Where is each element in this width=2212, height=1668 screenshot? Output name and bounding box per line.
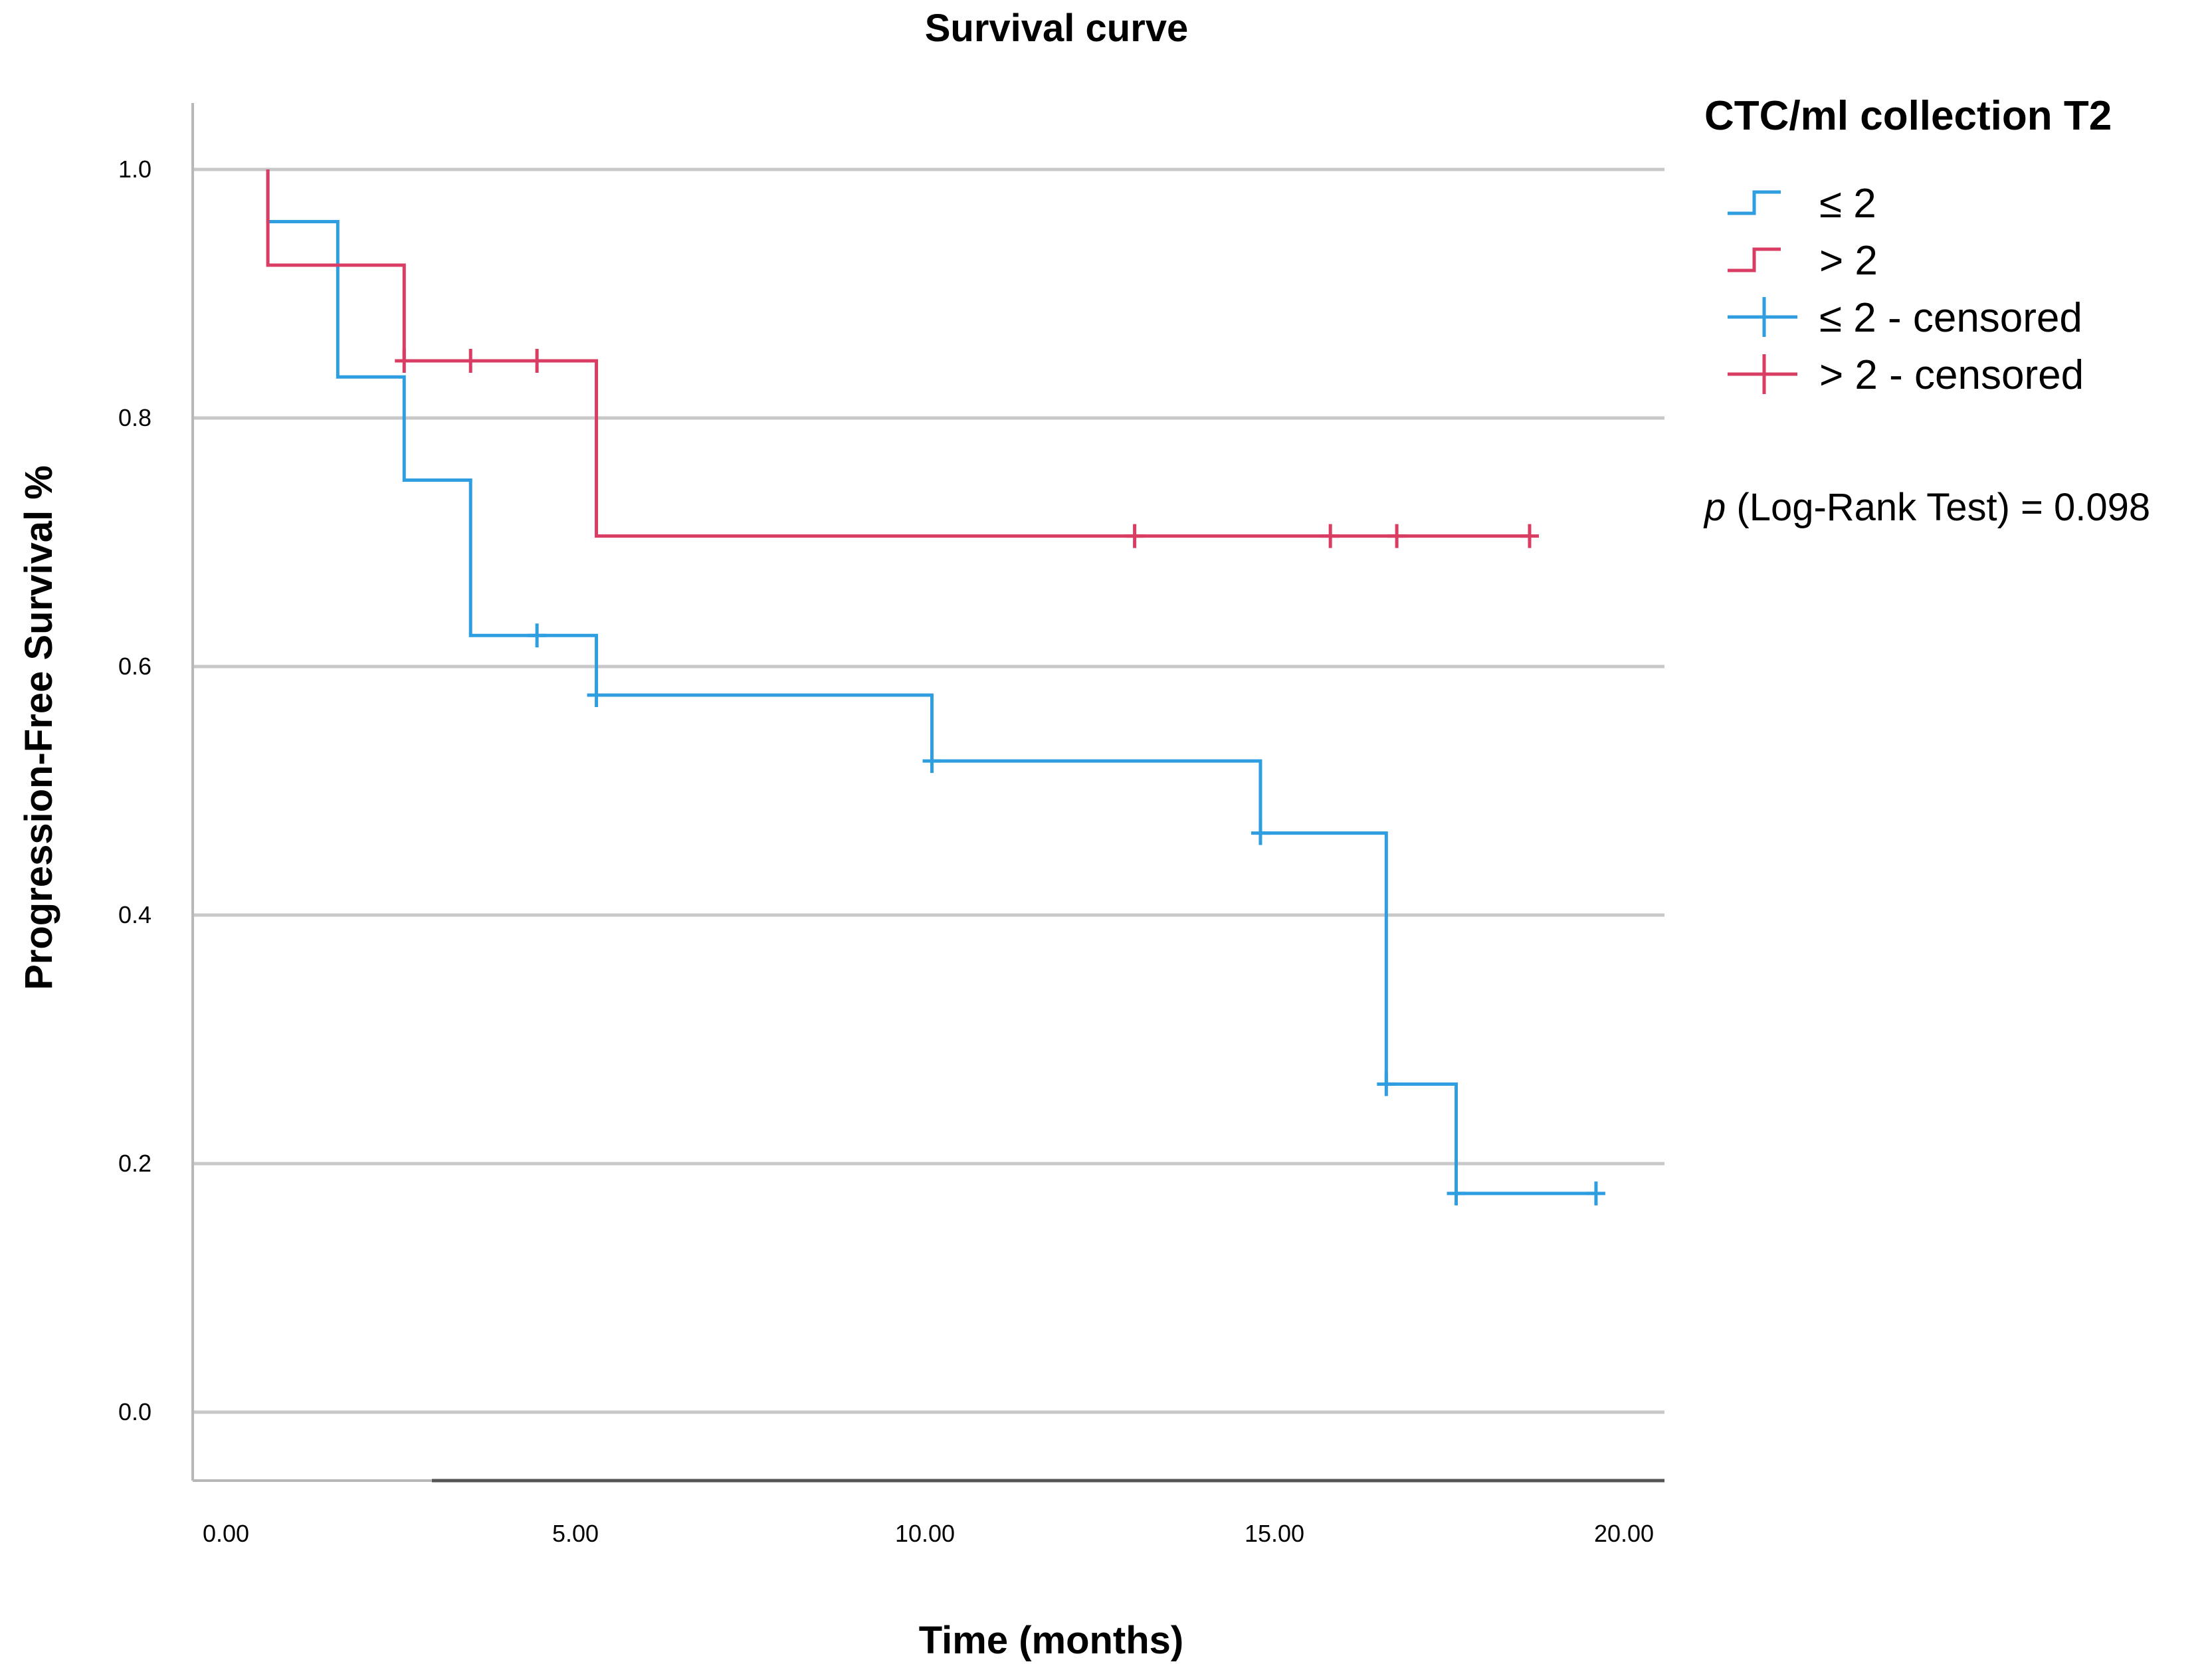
x-tick-labels: 0.00 5.00 10.00 15.00 20.00 [203,1520,1654,1547]
legend-line-symbol [1728,247,1781,272]
series-lines [266,169,1596,1196]
legend: CTC/ml collection T2 ≤ 2 > 2 ≤ 2 - censore… [1704,93,2112,398]
p-symbol: p [1703,486,1726,529]
legend-item: > 2 [1728,238,1878,284]
y-tick-label: 0.2 [118,1150,151,1177]
legend-label: ≤ 2 - censored [1819,295,2082,341]
p-value-annotation: p (Log-Rank Test) = 0.098 [1703,486,2150,529]
censor-marks [395,348,1605,1205]
x-tick-label: 0.00 [203,1520,249,1547]
censor-mark [395,348,414,373]
censor-mark [528,623,547,648]
p-value-text: (Log-Rank Test) = 0.098 [1726,486,2150,529]
censor-mark [461,348,480,373]
series-line-le2 [266,169,1596,1196]
legend-line-symbol [1728,190,1781,215]
x-tick-label: 10.00 [895,1520,955,1547]
gridlines [193,167,1664,1414]
y-tick-label: 0.4 [118,901,151,928]
censor-mark [1377,1072,1396,1096]
censor-mark [1447,1181,1466,1205]
y-tick-label: 0.6 [118,653,151,680]
censor-mark [528,348,547,373]
legend-label: > 2 - censored [1819,352,2084,398]
y-tick-label: 1.0 [118,156,151,183]
x-tick-label: 20.00 [1594,1520,1654,1547]
y-tick-label: 0.0 [118,1398,151,1425]
legend-label: ≤ 2 [1819,181,1876,227]
censor-mark [922,749,942,774]
censor-mark [587,683,606,708]
x-tick-label: 15.00 [1245,1520,1304,1547]
censor-mark [1520,524,1539,548]
legend-item: > 2 - censored [1728,352,2084,398]
axes [191,103,1664,1483]
censor-mark [1586,1181,1605,1205]
censor-mark [1251,821,1270,845]
x-axis-title: Time (months) [919,1619,1184,1662]
legend-title: CTC/ml collection T2 [1704,93,2112,139]
y-tick-label: 0.8 [118,404,151,431]
legend-item: ≤ 2 [1728,181,1876,227]
y-tick-labels: 0.0 0.2 0.4 0.6 0.8 1.0 [118,156,151,1425]
censor-mark [1321,524,1340,548]
chart-title: Survival curve [925,7,1189,50]
censor-mark [1387,524,1407,548]
x-tick-label: 5.00 [552,1520,599,1547]
legend-label: > 2 [1819,238,1878,284]
y-axis-title: Progression-Free Survival % [17,465,60,990]
censor-mark [1125,524,1144,548]
legend-item: ≤ 2 - censored [1728,295,2082,341]
